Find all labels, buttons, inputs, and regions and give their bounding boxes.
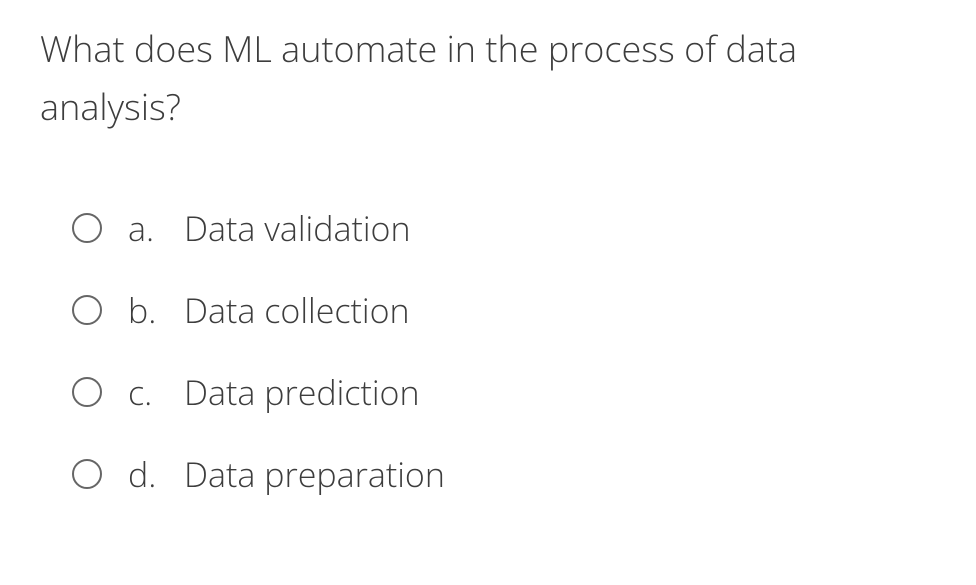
option-letter: d. bbox=[128, 451, 172, 497]
option-letter: a. bbox=[128, 205, 172, 251]
option-letter: b. bbox=[128, 287, 172, 333]
option-label: Data prediction bbox=[184, 369, 420, 415]
radio-icon[interactable] bbox=[72, 213, 102, 243]
radio-icon[interactable] bbox=[72, 377, 102, 407]
option-row-c[interactable]: c. Data prediction bbox=[72, 369, 936, 415]
option-row-a[interactable]: a. Data validation bbox=[72, 205, 936, 251]
option-row-b[interactable]: b. Data collection bbox=[72, 287, 936, 333]
question-text: What does ML automate in the process of … bbox=[40, 20, 936, 135]
radio-icon[interactable] bbox=[72, 459, 102, 489]
options-container: a. Data validation b. Data collection c.… bbox=[40, 205, 936, 497]
option-letter: c. bbox=[128, 369, 172, 415]
option-label: Data validation bbox=[184, 205, 411, 251]
option-row-d[interactable]: d. Data preparation bbox=[72, 451, 936, 497]
radio-icon[interactable] bbox=[72, 295, 102, 325]
option-label: Data collection bbox=[184, 287, 410, 333]
option-label: Data preparation bbox=[184, 451, 445, 497]
